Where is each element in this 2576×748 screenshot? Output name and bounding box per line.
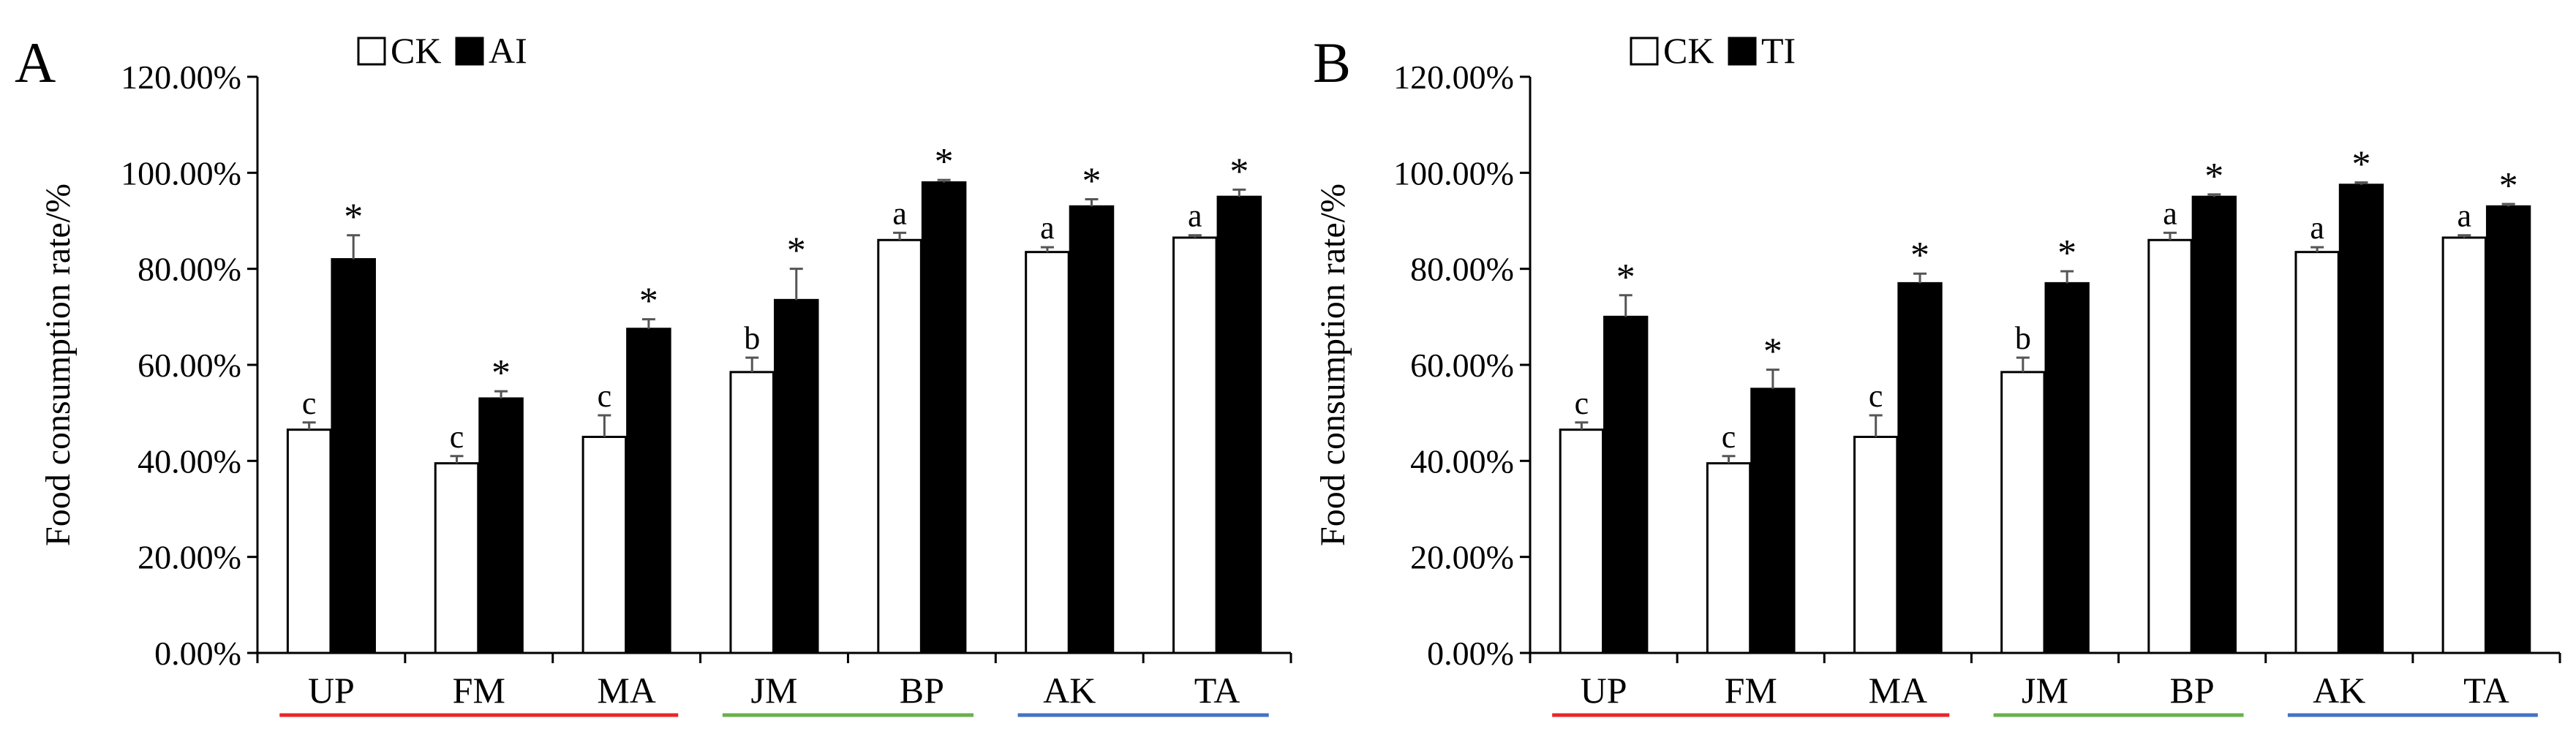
bar-ck (581, 436, 628, 654)
significance-star: * (492, 352, 511, 394)
bar-ck (1853, 436, 1899, 654)
bar-ti (2485, 205, 2531, 654)
bar-ti (1750, 388, 1796, 654)
significance-star: * (787, 230, 806, 272)
significance-letter: c (450, 419, 464, 455)
legend-swatch-ck (357, 37, 386, 66)
significance-letter: b (744, 320, 760, 356)
legend-swatch-ai (455, 37, 484, 66)
y-tick-label: 80.00% (138, 251, 241, 288)
y-axis-label: Food consumption rate/% (39, 184, 78, 546)
x-tick-label: FM (453, 670, 505, 711)
significance-star: * (2057, 233, 2076, 274)
x-tick-label: BP (900, 670, 944, 711)
y-tick-label: 80.00% (1410, 251, 1514, 288)
x-tick-label: TA (1194, 670, 1240, 711)
bar-ai (626, 328, 671, 654)
y-tick-label: 40.00% (138, 442, 241, 480)
significance-letter: b (2015, 320, 2031, 356)
x-tick-label: MA (1869, 670, 1928, 711)
legend-label: AI (489, 30, 527, 71)
bar-ai (1069, 205, 1115, 654)
significance-star: * (1616, 257, 1635, 298)
bar-ck (877, 238, 922, 654)
significance-star: * (2499, 165, 2518, 207)
significance-star: * (1082, 160, 1101, 202)
bar-ck (1559, 428, 1605, 654)
significance-letter: a (1188, 198, 1202, 234)
x-tick-label: BP (2170, 670, 2215, 711)
bar-ai (774, 298, 819, 654)
x-tick-label: UP (308, 670, 355, 711)
significance-letter: a (2310, 210, 2324, 246)
y-tick-label: 0.00% (1427, 635, 1514, 672)
x-tick-label: FM (1725, 670, 1777, 711)
significance-star: * (935, 141, 954, 183)
y-axis-label: Food consumption rate/% (1314, 184, 1352, 546)
x-tick-label: JM (2022, 670, 2068, 711)
bar-ai (1216, 195, 1262, 654)
significance-letter: a (892, 195, 907, 231)
y-tick-label: 60.00% (138, 347, 241, 384)
legend-label: CK (391, 30, 441, 71)
significance-letter: a (2457, 198, 2471, 234)
y-tick-label: 100.00% (121, 154, 241, 192)
bar-ck (286, 428, 332, 654)
x-tick-label: MA (597, 670, 656, 711)
y-tick-label: 60.00% (1410, 347, 1514, 384)
x-tick-label: JM (751, 670, 798, 711)
y-tick-label: 120.00% (1393, 58, 1514, 96)
y-tick-label: 0.00% (154, 635, 241, 672)
bar-ck (2294, 251, 2340, 654)
significance-letter: c (1869, 378, 1883, 414)
y-tick-label: 100.00% (1393, 154, 1514, 192)
bar-ti (1897, 282, 1943, 654)
significance-letter: c (1575, 385, 1589, 421)
significance-letter: c (1722, 419, 1736, 455)
bar-ck (2000, 371, 2046, 654)
significance-letter: c (598, 378, 612, 414)
bar-ck (729, 371, 775, 654)
bar-ck (1706, 462, 1752, 654)
bar-ck (2147, 238, 2193, 654)
y-tick-label: 20.00% (138, 539, 241, 576)
significance-letter: a (1040, 210, 1055, 246)
significance-star: * (344, 197, 363, 238)
panel-letter: B (1313, 31, 1351, 94)
y-tick-label: 120.00% (121, 58, 241, 96)
significance-star: * (1910, 235, 1929, 276)
bar-ck (1025, 251, 1070, 654)
significance-star: * (2204, 156, 2223, 197)
bar-ti (2338, 184, 2384, 654)
bar-ck (2441, 236, 2487, 654)
significance-star: * (1229, 151, 1249, 192)
panel-letter: A (15, 31, 56, 94)
bar-ai (478, 397, 524, 654)
bar-ti (2044, 282, 2090, 654)
x-tick-label: TA (2463, 670, 2509, 711)
bar-ti (2191, 195, 2237, 654)
legend-label: CK (1663, 30, 1714, 71)
legend-swatch-ck (1630, 37, 1659, 66)
x-tick-label: UP (1581, 670, 1627, 711)
y-tick-label: 40.00% (1410, 442, 1514, 480)
bar-ck (1172, 236, 1218, 654)
panel-a: A Food consumption rate/% 0.00% 20.00% 40.00… (15, 30, 1292, 717)
significance-letter: c (302, 385, 317, 421)
y-tick-label: 20.00% (1410, 539, 1514, 576)
significance-star: * (2351, 143, 2370, 185)
bar-ck (434, 462, 480, 654)
legend-swatch-ti (1728, 37, 1757, 66)
bar-ai (331, 258, 376, 654)
bar-ti (1603, 315, 1649, 654)
bar-ai (921, 181, 967, 654)
x-tick-label: AK (1043, 670, 1096, 711)
significance-star: * (639, 281, 658, 322)
significance-letter: a (2163, 195, 2177, 231)
x-tick-label: AK (2313, 670, 2365, 711)
significance-star: * (1763, 331, 1782, 373)
legend-label: TI (1761, 30, 1796, 71)
panel-b: B Food consumption rate/% 0.00% 20.00% 40.00… (1313, 30, 2561, 717)
